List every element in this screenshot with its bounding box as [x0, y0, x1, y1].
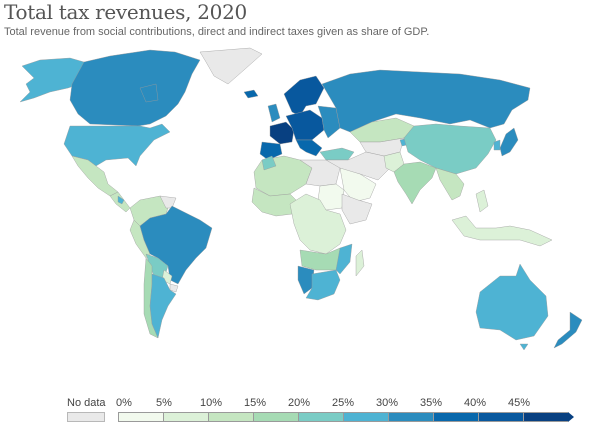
region-canada[interactable]: [69, 49, 201, 127]
region-nicaragua[interactable]: [117, 195, 125, 205]
region-southeast-asia[interactable]: [435, 167, 465, 201]
legend-tick-label: 5%: [156, 397, 172, 409]
chart-subtitle: Total revenue from social contributions,…: [4, 26, 430, 38]
legend-bin-20-25: [298, 412, 343, 422]
legend-tick-label: 35%: [420, 397, 443, 409]
region-australia[interactable]: [475, 263, 549, 341]
no-data-label: No data: [67, 397, 106, 409]
region-new-zealand[interactable]: [553, 311, 583, 349]
legend: No data 0% 5% 10% 15% 20% 25% 30% 35% 40% 45%: [0, 392, 600, 425]
legend-bin-10-15: [208, 412, 253, 422]
region-brazil[interactable]: [139, 205, 213, 285]
legend-arrow: [568, 412, 574, 422]
legend-tick-label: 30%: [376, 397, 399, 409]
region-india[interactable]: [393, 161, 437, 205]
color-scale: [118, 412, 574, 422]
region-indonesia[interactable]: [451, 215, 553, 247]
region-japan[interactable]: [499, 127, 519, 157]
region-namibia[interactable]: [297, 265, 315, 295]
region-morocco[interactable]: [261, 155, 277, 171]
chart-title: Total tax revenues, 2020: [4, 0, 247, 24]
region-italy-balkans[interactable]: [295, 139, 323, 157]
legend-tick-label: 0%: [116, 397, 132, 409]
region-mozambique[interactable]: [335, 243, 353, 275]
region-korea[interactable]: [493, 139, 501, 151]
region-central-europe[interactable]: [285, 109, 325, 141]
region-madagascar[interactable]: [355, 249, 365, 277]
legend-tick-label: 20%: [288, 397, 311, 409]
legend-bin-0-5: [118, 412, 163, 422]
region-china[interactable]: [403, 123, 497, 175]
region-tasmania[interactable]: [519, 343, 529, 351]
region-horn-of-africa[interactable]: [341, 193, 373, 225]
region-turkey[interactable]: [319, 147, 355, 161]
legend-bin-45+: [523, 412, 568, 422]
legend-tick-label: 40%: [464, 397, 487, 409]
no-data-swatch: [67, 412, 105, 422]
region-uk[interactable]: [267, 103, 281, 123]
legend-tick-label: 15%: [244, 397, 267, 409]
legend-bin-15-20: [253, 412, 298, 422]
region-iceland[interactable]: [243, 89, 259, 99]
legend-bin-5-10: [163, 412, 208, 422]
region-russia[interactable]: [321, 69, 531, 133]
world-map: [19, 47, 583, 351]
region-france[interactable]: [269, 121, 295, 145]
region-uruguay[interactable]: [169, 283, 179, 293]
legend-tick-label: 45%: [508, 397, 531, 409]
region-iberia[interactable]: [259, 141, 283, 161]
legend-bin-25-30: [343, 412, 388, 422]
region-greenland[interactable]: [199, 47, 263, 85]
legend-bin-35-40: [433, 412, 478, 422]
region-scandinavia[interactable]: [283, 75, 325, 117]
region-alaska[interactable]: [19, 57, 85, 103]
region-south-africa[interactable]: [305, 269, 341, 301]
legend-tick-label: 10%: [200, 397, 223, 409]
region-central-africa[interactable]: [289, 193, 347, 255]
legend-bin-40-45: [478, 412, 523, 422]
legend-bin-30-35: [388, 412, 433, 422]
legend-tick-label: 25%: [332, 397, 355, 409]
region-argentina[interactable]: [149, 273, 177, 339]
region-philippines[interactable]: [475, 189, 489, 213]
